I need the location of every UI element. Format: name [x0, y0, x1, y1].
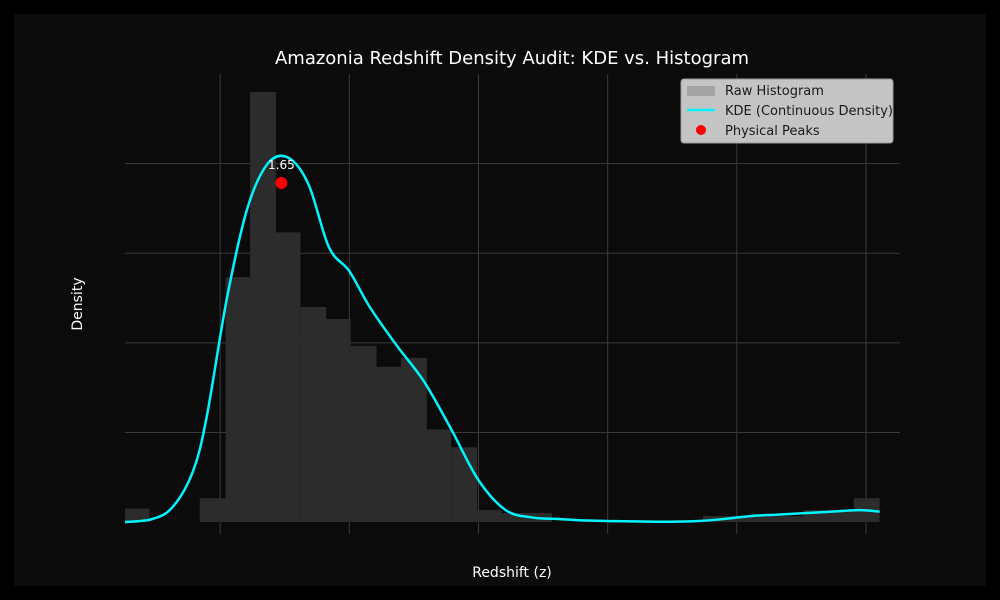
- histogram-bar: [501, 513, 528, 523]
- y-axis-label: Density: [70, 277, 86, 330]
- legend-swatch-histogram: [687, 86, 715, 96]
- legend-label-kde: KDE (Continuous Density): [725, 104, 893, 119]
- histogram-bar: [753, 516, 779, 523]
- peak-markers: 1.65: [268, 158, 295, 190]
- histogram-bar: [451, 447, 478, 523]
- histogram-bar: [426, 429, 452, 523]
- histogram-bar: [778, 516, 804, 523]
- histogram-bar: [275, 232, 301, 523]
- legend-box: [680, 78, 894, 144]
- histogram-bar: [300, 306, 327, 523]
- histogram-bar: [350, 345, 377, 523]
- histogram-bar: [728, 516, 754, 523]
- chart-title: Amazonia Redshift Density Audit: KDE vs.…: [275, 48, 749, 69]
- histogram-bar: [829, 510, 854, 523]
- histogram-bar: [326, 318, 351, 523]
- histogram-bar: [477, 510, 502, 523]
- legend: Raw Histogram KDE (Continuous Density) P…: [680, 78, 894, 144]
- histogram-bar: [199, 498, 226, 523]
- histogram-bar: [803, 510, 830, 523]
- histogram-bars: [125, 91, 880, 523]
- histogram-bar: [250, 91, 276, 523]
- histogram-bar: [376, 366, 402, 523]
- histogram-bar: [225, 277, 251, 523]
- histogram-bar: [401, 357, 427, 523]
- kde-line: [124, 154, 880, 524]
- legend-label-peaks: Physical Peaks: [725, 124, 820, 139]
- histogram-bar: [125, 508, 150, 523]
- legend-label-histogram: Raw Histogram: [725, 84, 824, 99]
- x-axis-label: Redshift (z): [472, 565, 552, 581]
- legend-swatch-peaks: [696, 125, 706, 135]
- peak-label: 1.65: [268, 158, 295, 172]
- peak-marker: [275, 177, 288, 190]
